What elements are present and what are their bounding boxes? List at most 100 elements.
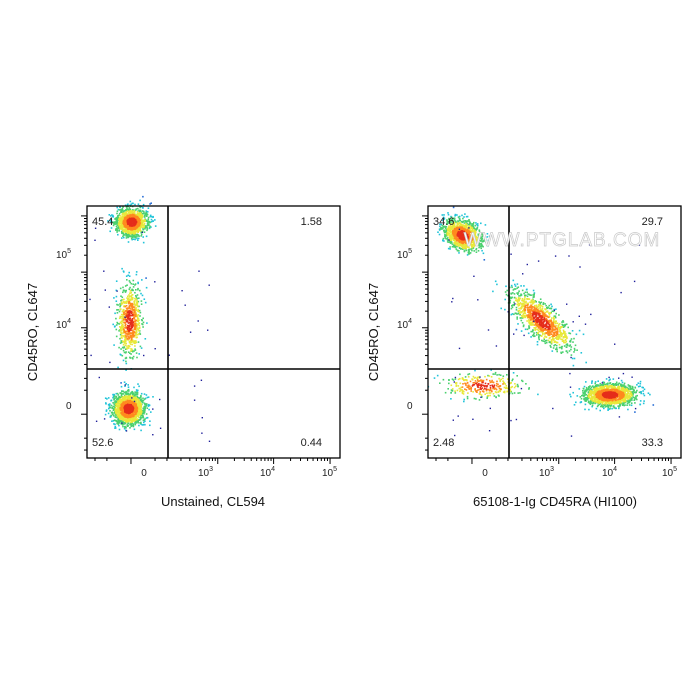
event-point — [477, 224, 479, 227]
event-point — [478, 244, 480, 247]
event-point — [135, 352, 138, 354]
event-point — [118, 225, 121, 227]
event-point — [116, 303, 118, 306]
event-point — [130, 320, 132, 322]
event-point — [519, 294, 522, 297]
event-point — [140, 225, 143, 227]
event-point — [441, 228, 443, 230]
event-point — [136, 390, 138, 393]
event-point — [129, 334, 132, 337]
event-point — [128, 298, 131, 301]
event-point — [473, 230, 476, 233]
event-point — [125, 342, 127, 345]
event-point — [117, 394, 120, 396]
event-point — [140, 403, 142, 405]
event-point — [109, 406, 112, 409]
event-point — [553, 344, 555, 347]
event-point — [117, 233, 119, 236]
event-point — [115, 225, 118, 228]
event-point — [542, 303, 544, 305]
event-point — [123, 318, 125, 320]
event-point — [121, 424, 124, 426]
event-point — [135, 389, 138, 391]
event-point — [143, 354, 145, 357]
event-point — [570, 346, 573, 348]
event-point — [122, 235, 124, 238]
event-point — [130, 348, 132, 350]
event-point — [135, 234, 137, 236]
event-point — [474, 241, 477, 244]
event-point — [505, 293, 508, 296]
event-point — [121, 329, 123, 332]
event-point — [487, 245, 489, 247]
event-point — [125, 347, 128, 349]
event-point — [515, 297, 517, 300]
event-point — [471, 224, 473, 226]
event-point — [564, 323, 567, 326]
event-point — [474, 232, 476, 234]
event-point — [139, 218, 141, 220]
event-point — [126, 320, 129, 322]
event-points — [427, 206, 655, 437]
event-point — [517, 292, 520, 294]
event-point — [531, 324, 533, 326]
event-point — [128, 233, 131, 236]
event-point — [562, 329, 565, 332]
event-point — [136, 418, 138, 421]
event-point — [110, 415, 112, 418]
event-point — [146, 396, 149, 399]
event-point — [118, 229, 120, 232]
event-point — [147, 403, 150, 406]
event-point — [135, 322, 138, 325]
event-point — [137, 401, 140, 403]
event-point — [130, 327, 133, 329]
event-point — [113, 403, 115, 405]
event-point — [514, 288, 517, 290]
event-point — [119, 303, 121, 305]
event-point — [131, 211, 134, 213]
event-point — [456, 249, 459, 252]
event-point — [134, 297, 136, 300]
event-point — [123, 311, 126, 313]
event-point — [143, 223, 145, 225]
event-point — [473, 237, 475, 239]
event-point — [129, 315, 131, 317]
event-point — [452, 223, 455, 225]
event-point — [565, 336, 568, 338]
event-point — [137, 281, 139, 284]
event-point — [117, 423, 120, 425]
event-point — [135, 301, 138, 304]
event-point — [519, 302, 522, 304]
event-point — [127, 274, 130, 277]
event-point — [137, 314, 139, 317]
event-point — [125, 302, 128, 304]
event-point — [129, 392, 132, 395]
event-point — [455, 248, 458, 250]
event-point — [522, 325, 525, 328]
event-point — [448, 232, 451, 235]
event-point — [549, 341, 551, 343]
event-point — [140, 300, 143, 302]
quadrant-label-bottom-left: 52.6 — [92, 437, 113, 449]
event-point — [126, 390, 129, 392]
event-point — [442, 237, 445, 240]
event-point — [467, 249, 470, 251]
event-point — [125, 369, 127, 371]
event-point — [124, 330, 126, 333]
event-point — [107, 397, 110, 399]
event-point — [124, 340, 127, 343]
event-point — [463, 245, 465, 248]
event-point — [456, 214, 458, 216]
event-point — [136, 405, 139, 408]
event-point — [126, 345, 128, 347]
event-point — [124, 228, 127, 230]
event-point — [133, 301, 135, 303]
event-point — [116, 210, 119, 213]
event-point — [109, 403, 111, 405]
event-point — [133, 234, 135, 236]
event-point — [129, 210, 132, 212]
event-point — [138, 407, 141, 410]
event-point — [560, 335, 563, 338]
event-point — [138, 211, 141, 213]
event-point — [439, 223, 441, 226]
